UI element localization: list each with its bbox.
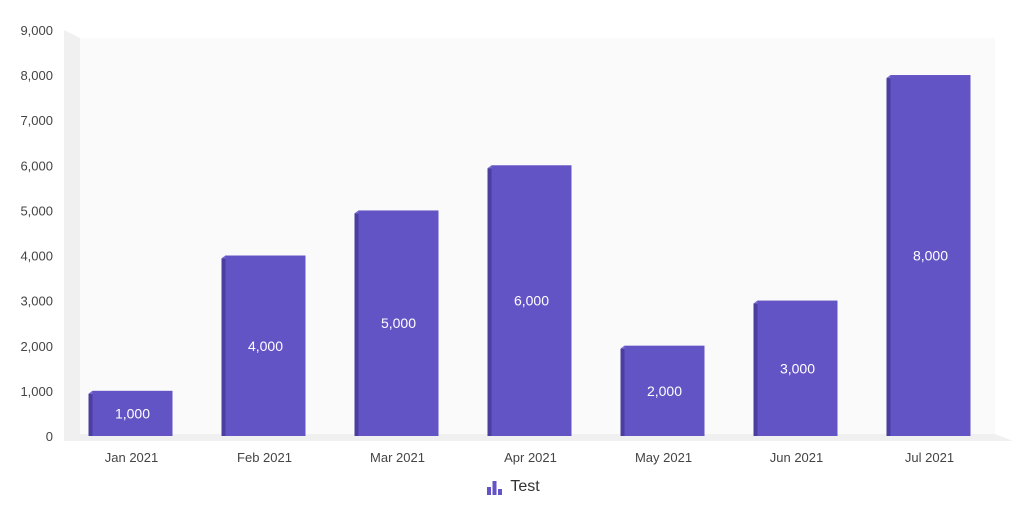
x-tick-label: Jun 2021 bbox=[770, 450, 824, 465]
canvas-left-wall bbox=[64, 30, 80, 441]
x-tick-label: Apr 2021 bbox=[504, 450, 557, 465]
data-label: 1,000 bbox=[115, 405, 150, 421]
x-tick-label: May 2021 bbox=[635, 450, 692, 465]
data-label: 8,000 bbox=[913, 248, 948, 264]
bar-side bbox=[886, 75, 891, 436]
data-label: 5,000 bbox=[381, 315, 416, 331]
x-tick-label: Jan 2021 bbox=[105, 450, 159, 465]
y-tick-label: 6,000 bbox=[20, 158, 53, 173]
y-tick-label: 0 bbox=[46, 429, 53, 444]
y-tick-label: 8,000 bbox=[20, 68, 53, 83]
bar-front bbox=[358, 210, 439, 436]
bar-side bbox=[620, 345, 625, 436]
data-label: 2,000 bbox=[647, 383, 682, 399]
bar-front bbox=[890, 75, 971, 436]
bar-side bbox=[88, 390, 93, 436]
bar-side bbox=[487, 165, 492, 437]
x-tick-label: Mar 2021 bbox=[370, 450, 425, 465]
bar-chart-icon bbox=[487, 480, 503, 495]
bar[interactable]: 3,000 bbox=[753, 300, 838, 436]
bar[interactable]: 6,000 bbox=[487, 165, 572, 437]
bar-side bbox=[221, 255, 226, 436]
bar-side bbox=[354, 210, 359, 436]
bar[interactable]: 4,000 bbox=[221, 255, 306, 436]
bar-front bbox=[92, 390, 173, 436]
bar-front bbox=[491, 165, 572, 437]
bar[interactable]: 8,000 bbox=[886, 75, 971, 436]
data-label: 6,000 bbox=[514, 293, 549, 309]
bar-side bbox=[753, 300, 758, 436]
bar[interactable]: 1,000 bbox=[88, 390, 173, 436]
legend[interactable]: Test bbox=[0, 478, 1027, 496]
y-tick-label: 3,000 bbox=[20, 294, 53, 309]
x-tick-label: Feb 2021 bbox=[237, 450, 292, 465]
x-axis: Jan 2021 Feb 2021 Mar 2021 Apr 2021 May 2021… bbox=[105, 450, 954, 465]
y-axis: 0 1,000 2,000 3,000 4,000 5,000 6,000 7,000 8,00… bbox=[20, 23, 53, 444]
bar-front bbox=[624, 345, 705, 436]
y-tick-label: 9,000 bbox=[20, 23, 53, 38]
y-tick-label: 2,000 bbox=[20, 339, 53, 354]
bar[interactable]: 2,000 bbox=[620, 345, 705, 436]
bar[interactable]: 5,000 bbox=[354, 210, 439, 436]
y-tick-label: 4,000 bbox=[20, 249, 53, 264]
x-tick-label: Jul 2021 bbox=[905, 450, 954, 465]
y-tick-label: 7,000 bbox=[20, 113, 53, 128]
legend-label: Test bbox=[510, 478, 540, 495]
y-tick-label: 5,000 bbox=[20, 203, 53, 218]
bar-front bbox=[225, 255, 306, 436]
data-label: 3,000 bbox=[780, 360, 815, 376]
bars: 1,000 4,000 5,000 6,000 2,000 3,000 8,000 bbox=[88, 75, 971, 437]
bar-front bbox=[757, 300, 838, 436]
data-label: 4,000 bbox=[248, 338, 283, 354]
y-tick-label: 1,000 bbox=[20, 384, 53, 399]
